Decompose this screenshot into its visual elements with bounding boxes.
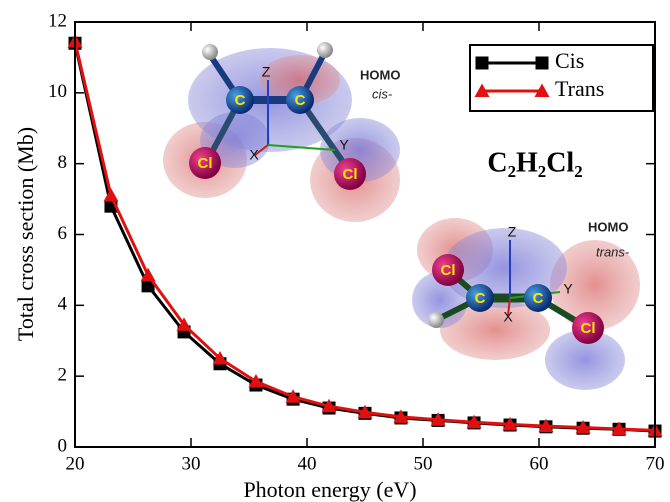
atom-label: C <box>475 290 486 307</box>
atom-label: Cl <box>343 166 358 183</box>
legend-label: Cis <box>555 48 584 73</box>
atom-label: C <box>235 92 246 109</box>
x-axis-label: Photon energy (eV) <box>243 477 416 502</box>
inset-title: HOMO <box>588 219 628 234</box>
axis-letter: X <box>249 147 259 163</box>
axis-letter: Z <box>262 64 271 80</box>
atom <box>428 312 444 328</box>
y-tick-label: 4 <box>58 294 68 315</box>
axis-letter: X <box>503 309 513 325</box>
marker <box>536 57 549 70</box>
y-axis-label: Total cross section (Mb) <box>13 127 38 341</box>
inset-subtitle: trans- <box>596 244 630 259</box>
x-tick-label: 40 <box>298 453 317 474</box>
x-tick-label: 50 <box>414 453 433 474</box>
atom-label: Cl <box>441 262 456 279</box>
y-tick-label: 8 <box>58 152 68 173</box>
inset-subtitle: cis- <box>372 86 393 101</box>
x-tick-label: 20 <box>66 453 85 474</box>
marker <box>476 57 489 70</box>
formula: C₂H₂Cl₂ <box>487 147 582 178</box>
x-tick-label: 60 <box>530 453 549 474</box>
y-tick-label: 2 <box>58 365 68 386</box>
y-tick-label: 10 <box>48 81 67 102</box>
y-tick-label: 6 <box>58 223 68 244</box>
axis-letter: Y <box>563 281 573 297</box>
inset-title: HOMO <box>360 67 400 82</box>
atom-label: Cl <box>581 320 596 337</box>
axis-letter: Z <box>508 224 517 240</box>
axis-letter: Y <box>339 137 349 153</box>
legend: Cis Trans <box>470 45 653 111</box>
trans-inset: Cl C C Cl Z X Y HOMO trans- <box>412 218 640 390</box>
cis-inset: C C Cl Cl Z X Y HOMO cis- <box>163 42 400 222</box>
x-tick-label: 70 <box>646 453 665 474</box>
marker <box>103 188 118 202</box>
legend-label: Trans <box>555 76 604 101</box>
atom <box>202 44 218 60</box>
y-tick-label: 0 <box>58 435 68 456</box>
atom-label: C <box>295 92 306 109</box>
y-tick-label: 12 <box>48 10 67 31</box>
x-tick-label: 30 <box>182 453 201 474</box>
chart: C C Cl Cl Z X Y HOMO cis- Cl C C Cl Z X … <box>0 0 670 502</box>
atom-label: C <box>533 290 544 307</box>
atom <box>317 42 333 58</box>
atom-label: Cl <box>198 155 213 172</box>
